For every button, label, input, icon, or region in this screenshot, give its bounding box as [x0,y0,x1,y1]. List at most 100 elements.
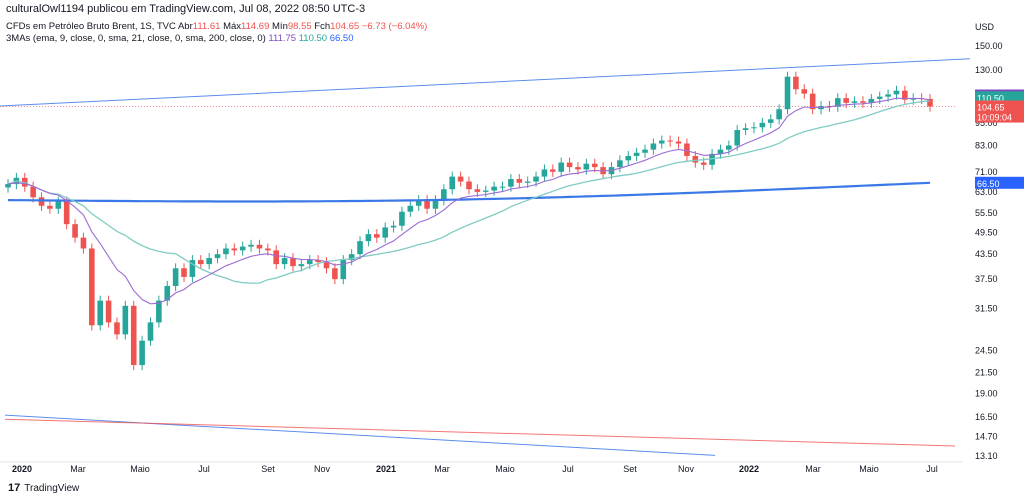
y-tick-label: 19.00 [975,388,998,398]
candle-body [172,268,179,286]
candle-body [265,248,271,251]
candle-body [658,140,665,144]
candle-body [499,186,506,188]
candle-body [147,322,154,341]
price-label-bg [975,176,1024,189]
candle-body [139,340,145,366]
candle-body [382,227,388,238]
candle-body [55,201,62,209]
low-value: 98.55 [287,21,312,32]
time-axis: 2020 Mar Maio Jul Set Nov 2021 Mar Maio Jul Set Nov… [0,461,963,474]
x-tick-label: Jul [562,464,574,474]
candle-body [516,179,523,183]
candle-body [566,162,573,168]
candle-body [231,248,238,251]
ma3-value: 66.50 [329,33,354,44]
price-label-bg [975,110,1024,123]
candle-body [298,264,305,267]
candle-body [533,176,539,182]
candle-body [893,90,900,95]
high-label: Máx [223,21,242,32]
candle-body [851,101,858,103]
price-label-bg [975,100,1024,113]
candle-body [876,96,883,99]
candle-body [550,169,556,172]
tradingview-logo-icon: 17 [8,482,21,494]
y-tick-label: 16.50 [975,412,998,422]
y-tick-label: 150.00 [975,41,1003,51]
candle-body [181,268,187,277]
price-label-text: 10:09:04 [977,113,1012,123]
symbol-legend: CFDs em Petróleo Bruto Brent, 1S, TVC Ab… [6,21,427,32]
candle-body [524,181,531,183]
ma-legend: 3MAs (ema, 9, close, 0, sma, 21, close, … [6,33,354,44]
candle-body [189,260,196,277]
y-tick-label: 49.50 [975,227,998,237]
open-value: 111.61 [192,21,221,32]
x-tick-label: Set [623,464,637,474]
candle-body [365,234,372,242]
ma-title[interactable]: 3MAs (ema, 9, close, 0, sma, 21, close, … [6,33,266,44]
candle-body [164,285,171,301]
close-value: 104.65 [330,21,360,32]
x-tick-label: Mar [70,464,86,474]
x-tick-label: Jul [198,464,210,474]
lower-trendline-blue [4,414,716,456]
candle-body [466,181,472,190]
candle-body [407,205,414,212]
candle-body [399,211,405,226]
candle-body [449,176,456,190]
candle-body [826,105,833,107]
y-tick-label: 63.00 [975,187,998,197]
candle-body [273,250,280,265]
x-tick-label: 2020 [12,464,32,474]
footer-brand: TradingView [24,482,80,494]
candle-body [89,248,95,326]
candle-body [583,163,590,170]
candle-body [801,89,808,94]
candle-body [97,300,103,326]
x-tick-label: Nov [678,464,695,474]
candles [5,71,933,371]
candle-body [432,200,439,209]
candle-body [122,305,129,335]
y-tick-label: 71.00 [975,167,998,177]
upper-trendline [0,58,971,107]
candle-body [575,167,581,170]
candle-body [80,237,87,249]
y-tick-label: 130.00 [975,65,1003,75]
candle-body [5,184,11,188]
ema9-line [7,97,931,305]
candle-body [415,200,422,206]
candle-body [633,152,640,156]
candle-body [809,93,816,110]
candle-body [558,162,564,172]
x-tick-label: Maio [130,464,150,474]
candle-body [223,248,229,255]
price-label-text: 66.50 [977,179,1000,189]
candle-body [114,322,120,335]
x-tick-label: Maio [495,464,515,474]
x-tick-label: 2021 [376,464,396,474]
y-tick-label: 95.00 [975,118,998,128]
price-label-text: 110.50 [977,93,1004,103]
change-value: −6.73 (−6.04%) [361,21,428,32]
candle-body [457,176,464,182]
low-label: Mín [272,21,288,32]
publisher-header: culturalOwl1194 publicou em TradingView.… [6,3,366,15]
candle-body [424,200,430,209]
candle-body [38,197,45,206]
x-tick-label: Nov [314,464,331,474]
candle-body [591,163,598,168]
candle-body [30,186,36,198]
sma200-line [7,181,931,203]
open-label: Abr [177,21,193,32]
candle-body [751,127,757,129]
symbol-name[interactable]: CFDs em Petróleo Bruto Brent, 1S, TVC [6,21,176,32]
high-value: 114.69 [241,21,270,32]
candle-body [63,201,70,225]
x-tick-label: Mar [434,464,450,474]
candle-body [742,128,749,131]
